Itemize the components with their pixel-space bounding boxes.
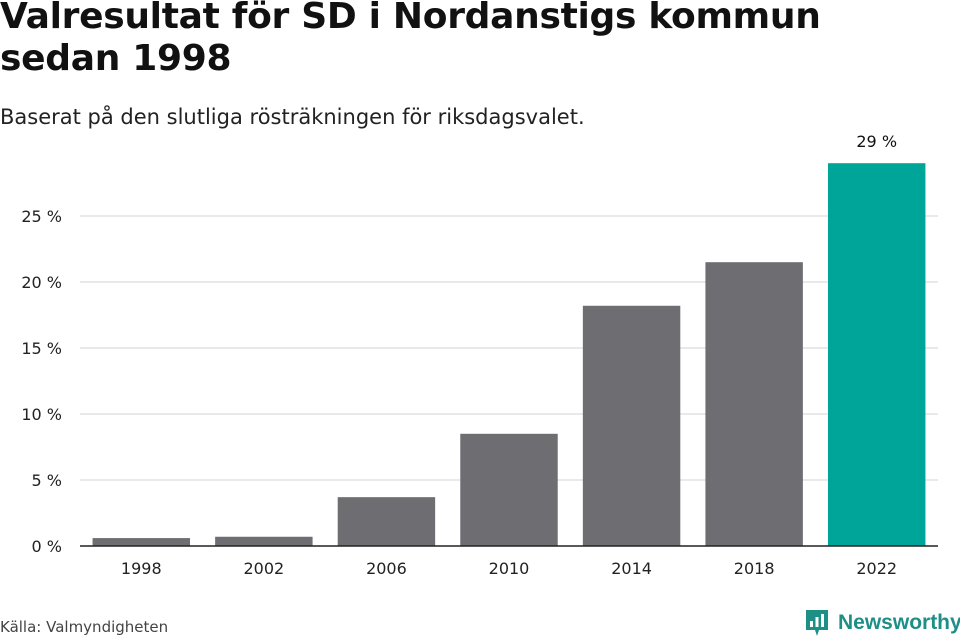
newsworthy-logo-icon — [806, 610, 828, 636]
x-tick-label: 2018 — [734, 559, 775, 578]
bar-2002 — [215, 536, 313, 546]
data-label: 29 % — [856, 132, 897, 151]
data-labels: 29 % — [856, 132, 897, 151]
bar-2018 — [705, 262, 803, 546]
x-tick-label: 2010 — [489, 559, 530, 578]
y-tick-label: 0 % — [32, 537, 62, 556]
y-tick-label: 15 % — [21, 339, 62, 358]
source-note: Källa: Valmyndigheten — [0, 618, 169, 636]
y-tick-label: 20 % — [21, 273, 62, 292]
bar-chart: 0 % 5 % 10 % 15 % 20 % 25 % 1998 2002 2006 2010 2… — [21, 132, 938, 578]
y-axis-ticks: 0 % 5 % 10 % 15 % 20 % 25 % — [21, 207, 62, 556]
bar-2006 — [337, 497, 436, 546]
x-tick-label: 2002 — [243, 559, 284, 578]
x-tick-label: 2014 — [611, 559, 652, 578]
x-axis-ticks: 1998 2002 2006 2010 2014 2018 2022 — [121, 559, 897, 578]
y-tick-label: 5 % — [32, 471, 62, 490]
bar-2010 — [460, 433, 558, 546]
bar-2022 — [827, 163, 926, 546]
y-tick-label: 10 % — [21, 405, 62, 424]
brand-name: Newsworthy — [838, 611, 960, 634]
x-tick-label: 2006 — [366, 559, 407, 578]
x-tick-label: 1998 — [121, 559, 162, 578]
brand-logo: Newsworthy — [804, 608, 960, 638]
chart-subtitle: Baserat på den slutliga rösträkningen fö… — [0, 105, 585, 129]
bars — [92, 163, 926, 546]
bar-1998 — [92, 538, 191, 546]
x-tick-label: 2022 — [856, 559, 897, 578]
y-tick-label: 25 % — [21, 207, 62, 226]
bar-2014 — [582, 305, 681, 546]
chart-title: Valresultat för SD i Nordanstigs kommun … — [0, 0, 821, 79]
